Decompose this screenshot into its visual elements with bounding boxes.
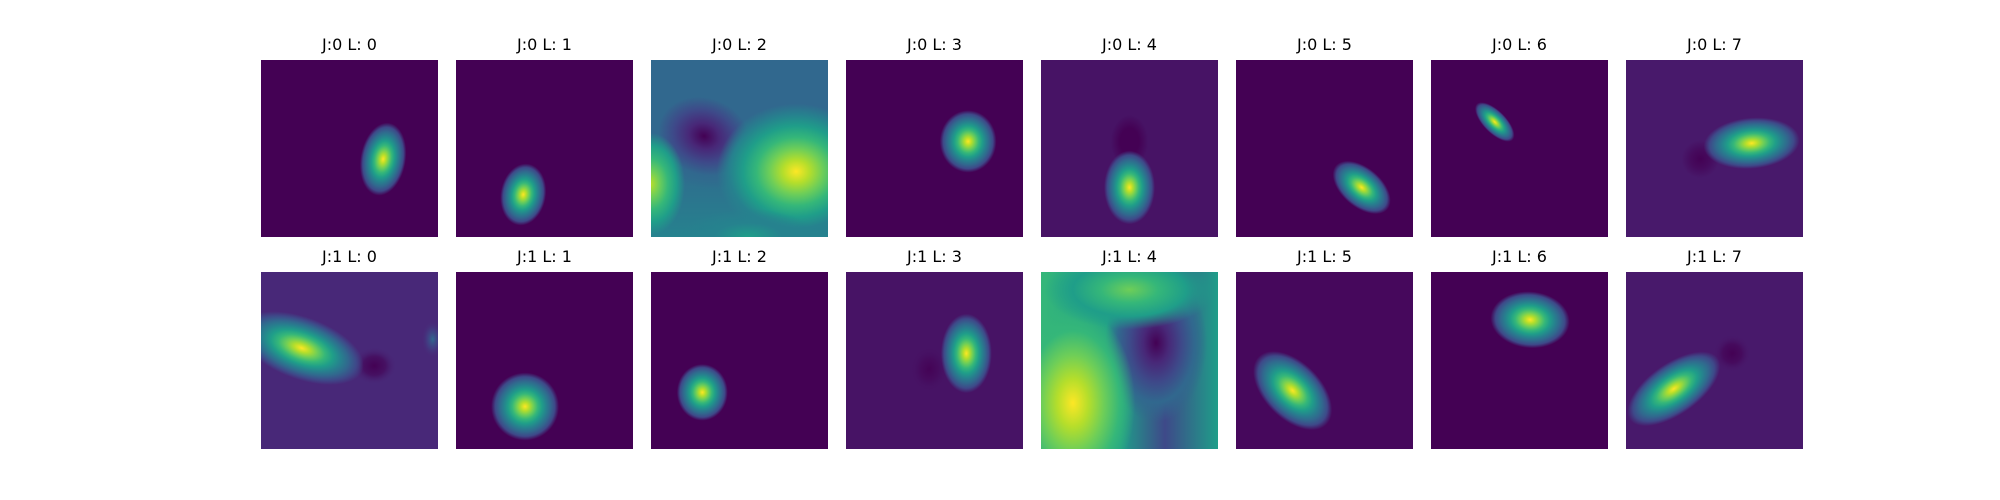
heatmap-blob (1627, 351, 1721, 427)
heatmap-peak (651, 132, 685, 235)
heatmap-image (1041, 272, 1218, 449)
heatmap-image (1236, 60, 1413, 237)
panel-title: J:0 L: 5 (1296, 35, 1352, 54)
heatmap-image (261, 60, 438, 237)
heatmap-peak (1041, 306, 1136, 449)
heatmap-peak (716, 103, 828, 237)
heatmap-blob (676, 364, 728, 421)
heatmap-panel-j0-l5: J:0 L: 5 (1236, 35, 1413, 237)
heatmap-image (1236, 272, 1413, 449)
heatmap-blob (500, 163, 547, 226)
panel-title: J:0 L: 7 (1686, 35, 1742, 54)
heatmap-blob (1253, 351, 1333, 431)
heatmap-blob (1703, 117, 1800, 169)
panel-title: J:1 L: 0 (321, 247, 377, 266)
heatmap-panel-j0-l4: J:0 L: 4 (1041, 35, 1218, 237)
heatmap-image (846, 60, 1023, 237)
heatmap-image (651, 60, 828, 237)
heatmap-panel-j0-l0: J:0 L: 0 (261, 35, 438, 237)
heatmap-blob (939, 110, 997, 173)
heatmap-background (651, 272, 828, 449)
panel-title: J:1 L: 3 (906, 247, 962, 266)
heatmap-panel-j0-l7: J:0 L: 7 (1626, 35, 1803, 237)
heatmap-panel-j1-l2: J:1 L: 2 (651, 247, 828, 449)
heatmap-blob (491, 372, 560, 441)
heatmap-image (651, 272, 828, 449)
panel-title: J:0 L: 1 (516, 35, 572, 54)
heatmap-background (261, 60, 438, 237)
heatmap-background (846, 60, 1023, 237)
heatmap-lobe (1044, 272, 1215, 330)
panel-title: J:0 L: 4 (1101, 35, 1157, 54)
panel-title: J:1 L: 5 (1296, 247, 1352, 266)
heatmap-blob (1104, 150, 1155, 225)
heatmap-blob (940, 313, 992, 394)
heatmap-blob (1490, 291, 1570, 349)
heatmap-panel-j1-l1: J:1 L: 1 (456, 247, 633, 449)
heatmap-image (1431, 272, 1608, 449)
heatmap-panel-j1-l7: J:1 L: 7 (1626, 247, 1803, 449)
heatmap-image (456, 60, 633, 237)
panel-title: J:1 L: 7 (1686, 247, 1742, 266)
panel-title: J:0 L: 6 (1491, 35, 1547, 54)
heatmap-blob (261, 311, 364, 385)
heatmap-blob (415, 310, 438, 368)
heatmap-background (1431, 60, 1608, 237)
heatmap-blob (1332, 160, 1391, 215)
panel-grid: J:0 L: 0 J:0 L: 1 J:0 L: 2 J:0 L: 3 J:0 L: 4… (261, 35, 1803, 449)
heatmap-lobe (680, 208, 817, 237)
heatmap-image (846, 272, 1023, 449)
heatmap-image (1626, 272, 1803, 449)
heatmap-image (1626, 60, 1803, 237)
heatmap-image (1431, 60, 1608, 237)
heatmap-panel-j0-l2: J:0 L: 2 (651, 35, 828, 237)
panel-title: J:0 L: 3 (906, 35, 962, 54)
panel-title: J:1 L: 6 (1491, 247, 1547, 266)
panel-title: J:1 L: 2 (711, 247, 767, 266)
heatmap-blob (1474, 102, 1515, 142)
panel-title: J:1 L: 1 (516, 247, 572, 266)
heatmap-image (456, 272, 633, 449)
heatmap-image (1041, 60, 1218, 237)
panel-title: J:0 L: 2 (711, 35, 767, 54)
heatmap-panel-j0-l3: J:0 L: 3 (846, 35, 1023, 237)
heatmap-panel-j1-l4: J:1 L: 4 (1041, 247, 1218, 449)
panel-title: J:0 L: 0 (321, 35, 377, 54)
heatmap-background (456, 60, 633, 237)
panel-title: J:1 L: 4 (1101, 247, 1157, 266)
heatmap-panel-j1-l6: J:1 L: 6 (1431, 247, 1608, 449)
heatmap-blob (359, 122, 407, 196)
heatmap-image (261, 272, 438, 449)
heatmap-panel-j1-l0: J:1 L: 0 (261, 247, 438, 449)
heatmap-panel-j1-l3: J:1 L: 3 (846, 247, 1023, 449)
heatmap-panel-j0-l1: J:0 L: 1 (456, 35, 633, 237)
heatmap-panel-j1-l5: J:1 L: 5 (1236, 247, 1413, 449)
heatmap-panel-j0-l6: J:0 L: 6 (1431, 35, 1608, 237)
